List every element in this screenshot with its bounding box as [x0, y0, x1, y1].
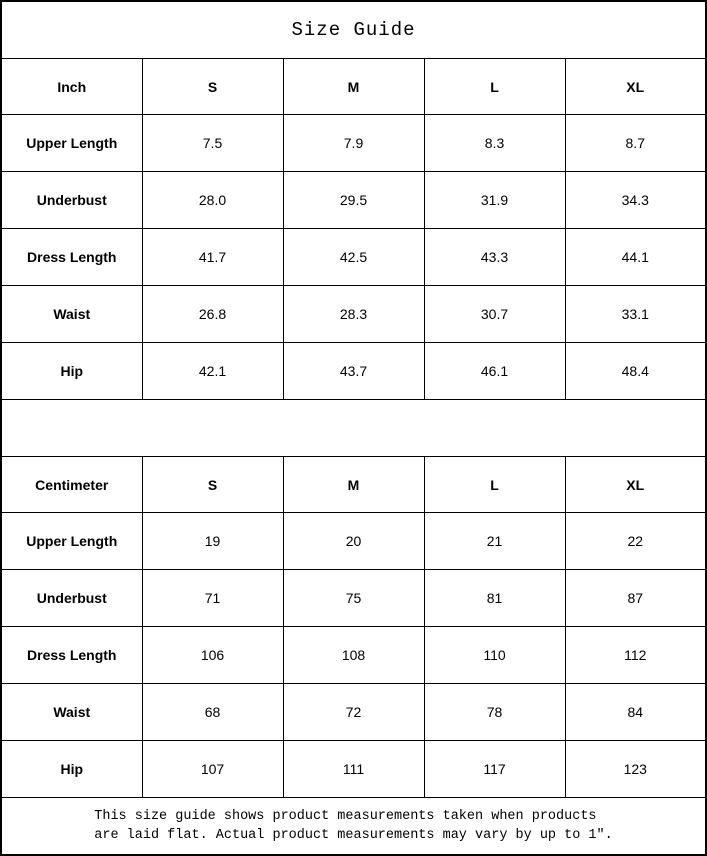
cm-size-header-l: L [423, 456, 566, 513]
table-row: Upper Length 7.5 7.9 8.3 8.7 [0, 114, 707, 172]
cell-value: 7.9 [282, 114, 425, 172]
inch-size-header-l: L [423, 58, 566, 115]
row-label: Hip [0, 342, 143, 400]
row-label: Upper Length [0, 114, 143, 172]
cell-value: 41.7 [141, 228, 284, 286]
table-row: Underbust 28.0 29.5 31.9 34.3 [0, 171, 707, 229]
table-row: Hip 107 111 117 123 [0, 740, 707, 798]
cell-value: 43.7 [282, 342, 425, 400]
cell-value: 29.5 [282, 171, 425, 229]
cell-value: 8.7 [564, 114, 707, 172]
cell-value: 107 [141, 740, 284, 798]
cell-value: 26.8 [141, 285, 284, 343]
cell-value: 112 [564, 626, 707, 684]
row-label: Waist [0, 683, 143, 741]
cell-value: 22 [564, 512, 707, 570]
page-title: Size Guide [0, 0, 707, 59]
cm-size-header-s: S [141, 456, 284, 513]
cell-value: 28.0 [141, 171, 284, 229]
footer-note-line-1: This size guide shows product measuremen… [94, 809, 597, 824]
inch-size-header-xl: XL [564, 58, 707, 115]
row-label: Underbust [0, 171, 143, 229]
cell-value: 72 [282, 683, 425, 741]
table-row: Dress Length 106 108 110 112 [0, 626, 707, 684]
footer-note-cell: This size guide shows product measuremen… [0, 797, 707, 856]
row-label: Hip [0, 740, 143, 798]
spacer-row [0, 399, 707, 457]
cell-value: 42.5 [282, 228, 425, 286]
cm-unit-header: Centimeter [0, 456, 143, 513]
footer-note-line-2: are laid flat. Actual product measuremen… [94, 828, 613, 843]
cell-value: 48.4 [564, 342, 707, 400]
row-label: Waist [0, 285, 143, 343]
cell-value: 106 [141, 626, 284, 684]
cell-value: 81 [423, 569, 566, 627]
cell-value: 75 [282, 569, 425, 627]
cell-value: 20 [282, 512, 425, 570]
cell-value: 31.9 [423, 171, 566, 229]
row-label: Upper Length [0, 512, 143, 570]
cell-value: 108 [282, 626, 425, 684]
cell-value: 68 [141, 683, 284, 741]
inch-unit-header: Inch [0, 58, 143, 115]
cell-value: 46.1 [423, 342, 566, 400]
cell-value: 30.7 [423, 285, 566, 343]
cell-value: 78 [423, 683, 566, 741]
cell-value: 19 [141, 512, 284, 570]
cm-size-header-m: M [282, 456, 425, 513]
table-row: Hip 42.1 43.7 46.1 48.4 [0, 342, 707, 400]
footer-note: This size guide shows product measuremen… [94, 807, 612, 845]
table-row: Upper Length 19 20 21 22 [0, 512, 707, 570]
cell-value: 87 [564, 569, 707, 627]
inch-size-header-m: M [282, 58, 425, 115]
cell-value: 34.3 [564, 171, 707, 229]
cell-value: 33.1 [564, 285, 707, 343]
cell-value: 43.3 [423, 228, 566, 286]
cell-value: 44.1 [564, 228, 707, 286]
table-row: Waist 68 72 78 84 [0, 683, 707, 741]
cell-value: 7.5 [141, 114, 284, 172]
cell-value: 42.1 [141, 342, 284, 400]
cell-value: 28.3 [282, 285, 425, 343]
table-row: Dress Length 41.7 42.5 43.3 44.1 [0, 228, 707, 286]
table-row: Waist 26.8 28.3 30.7 33.1 [0, 285, 707, 343]
row-label: Underbust [0, 569, 143, 627]
cell-value: 111 [282, 740, 425, 798]
cell-value: 84 [564, 683, 707, 741]
row-label: Dress Length [0, 626, 143, 684]
cell-value: 8.3 [423, 114, 566, 172]
cell-value: 110 [423, 626, 566, 684]
cell-value: 21 [423, 512, 566, 570]
cm-size-header-xl: XL [564, 456, 707, 513]
cell-value: 117 [423, 740, 566, 798]
inch-size-header-s: S [141, 58, 284, 115]
cell-value: 123 [564, 740, 707, 798]
cell-value: 71 [141, 569, 284, 627]
row-label: Dress Length [0, 228, 143, 286]
table-row: Underbust 71 75 81 87 [0, 569, 707, 627]
